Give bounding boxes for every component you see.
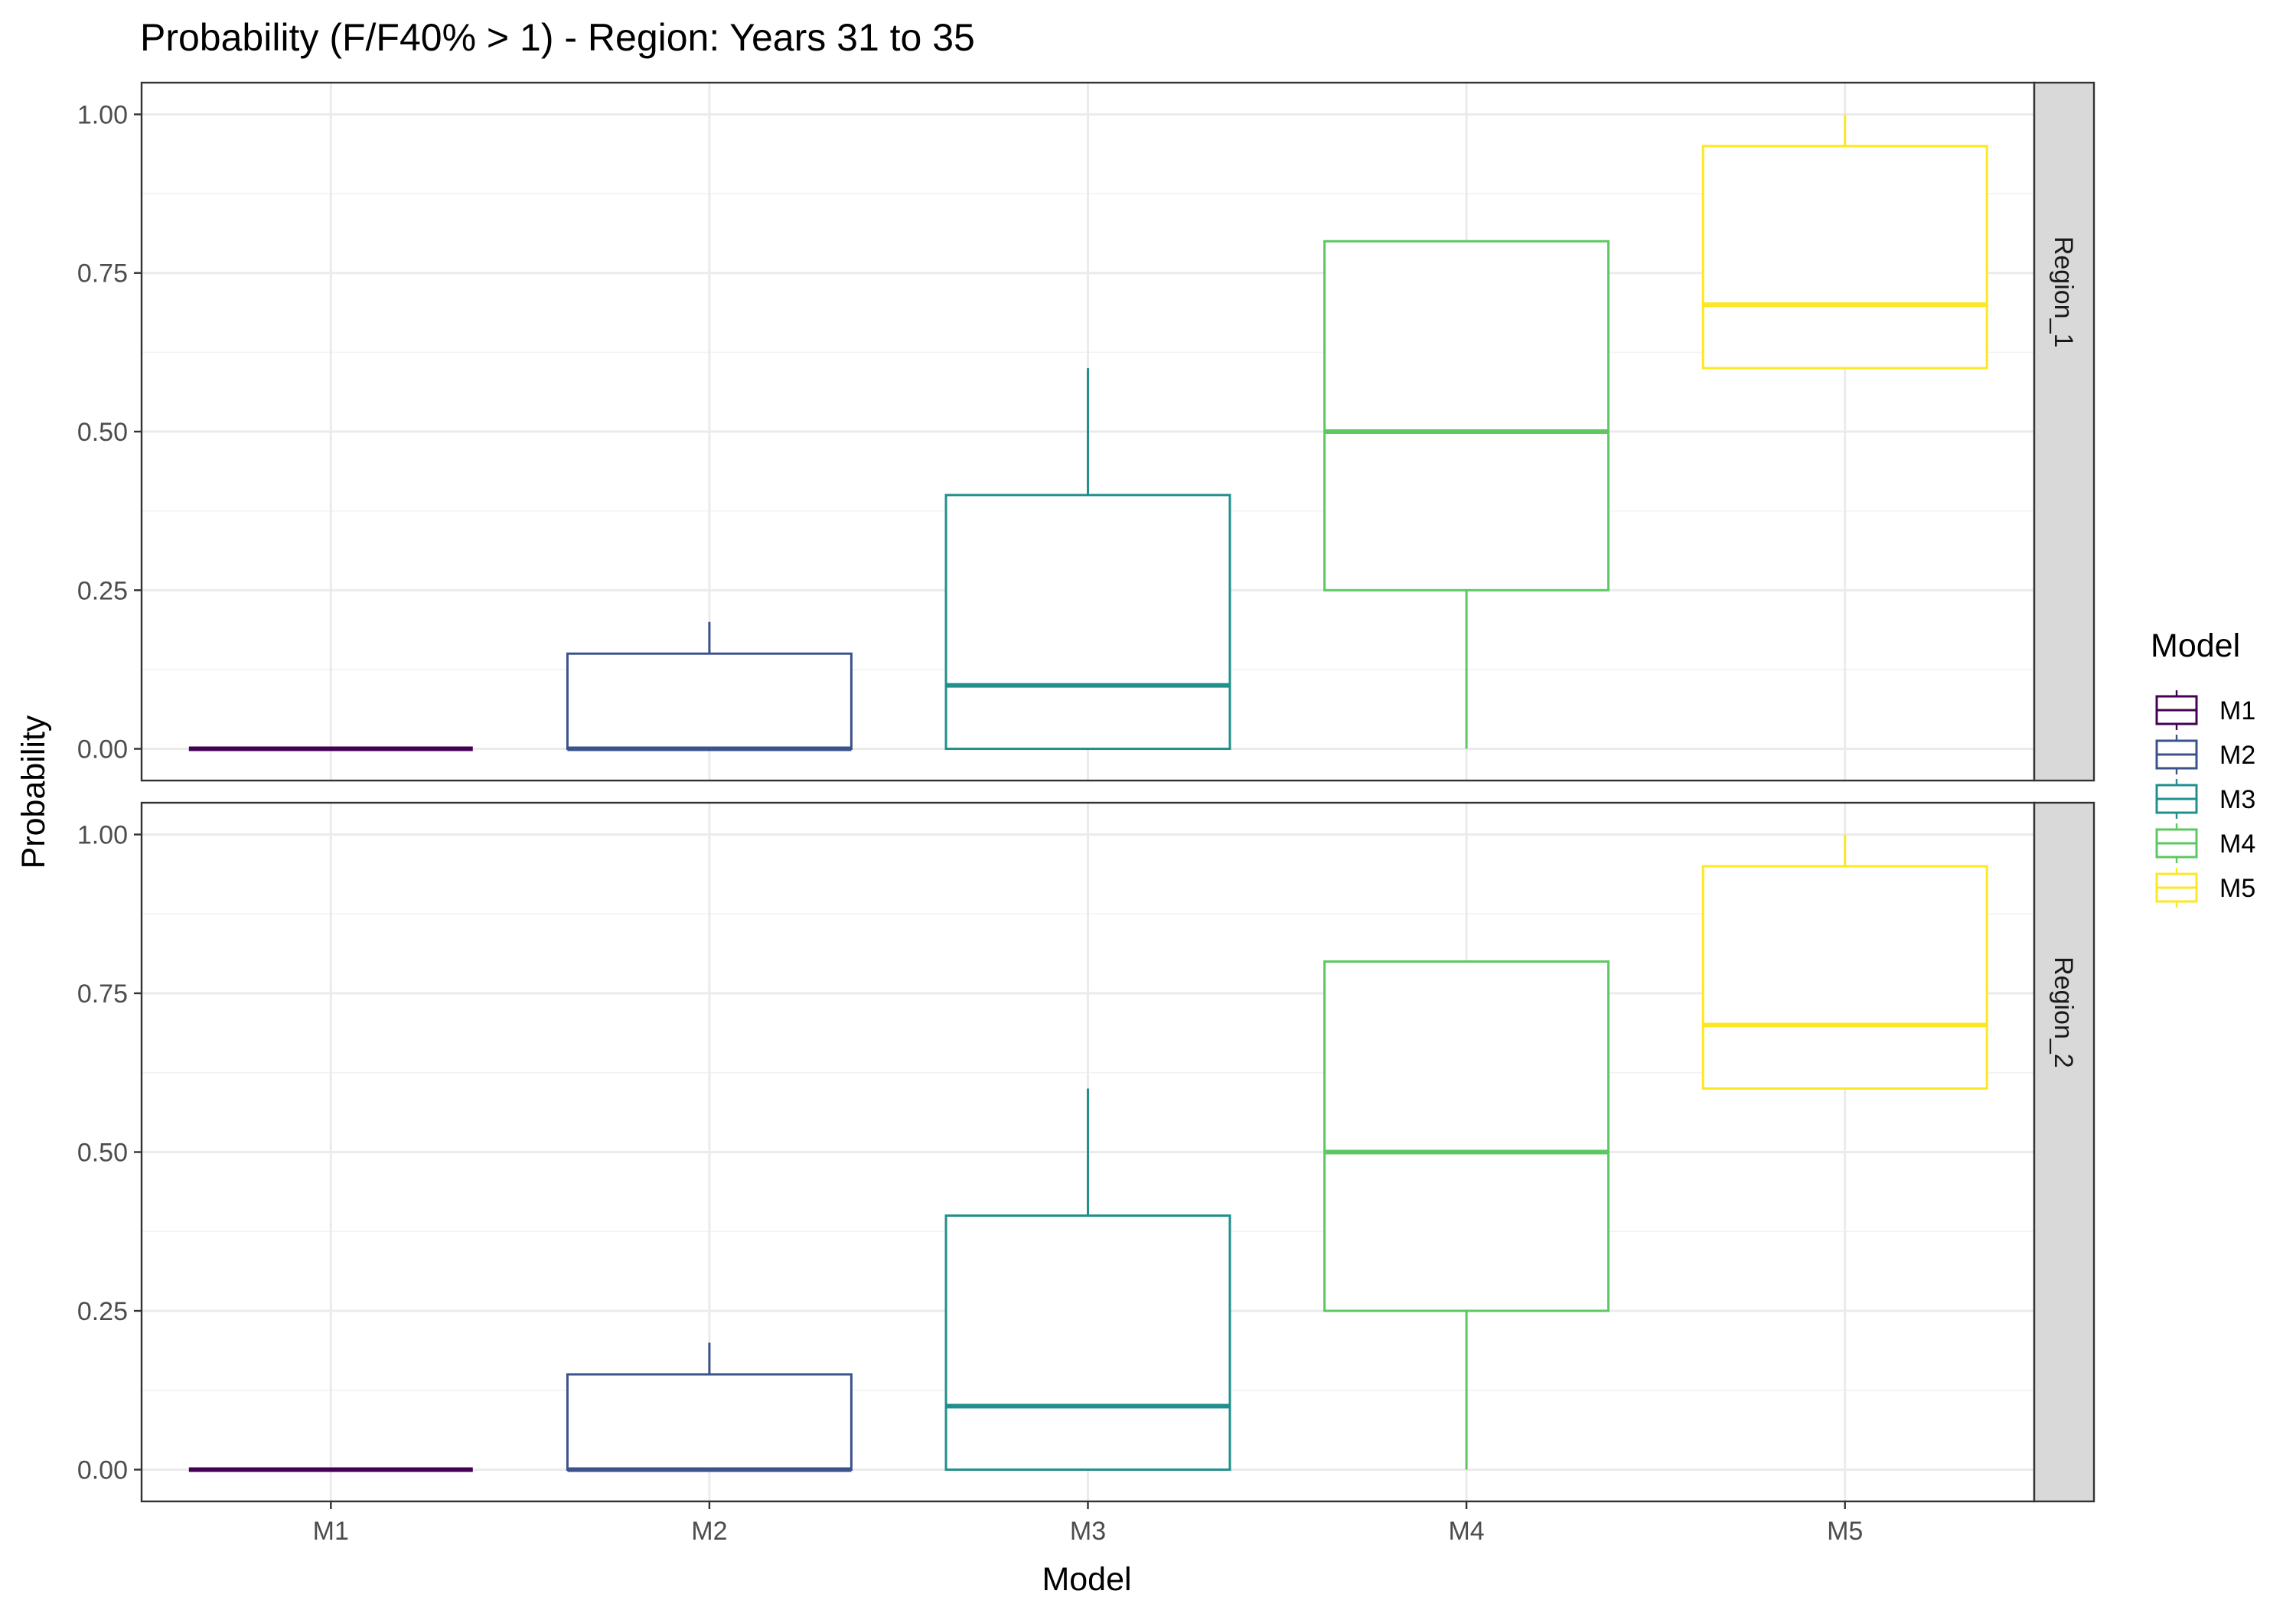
y-tick-label: 0.50 [77,1139,128,1168]
box-m2 [566,1342,853,1472]
y-tick-label: 1.00 [77,821,128,850]
legend: Model M1 M2 M3 M4 M5 [2151,627,2255,908]
y-tick-label: 0.25 [77,1297,128,1326]
legend-label: M2 [2219,741,2255,770]
box-body [1701,145,1988,370]
box-body [566,652,853,751]
box-m5 [1701,114,1988,370]
box-body [944,494,1231,751]
box-body [944,1214,1231,1471]
legend-entry-m3: M3 [2155,779,2255,819]
box-body [566,1373,853,1471]
box-body [1323,240,1610,592]
y-tick-label: 0.75 [77,259,128,288]
y-tick-label: 0.00 [77,1456,128,1485]
legend-entry-m5: M5 [2155,868,2255,908]
legend-label: M1 [2219,696,2255,725]
y-tick-label: 0.75 [77,980,128,1009]
facet-strip [2033,81,2095,782]
x-tick-label: M4 [1448,1517,1484,1546]
box-m3 [944,368,1231,751]
facet-panel-region-1: 0.00 0.25 0.50 0.75 1.00 Region_1 [77,81,2095,782]
legend-entry-m4: M4 [2155,823,2255,863]
x-axis: M1 M2 M3 M4 M5 [313,1501,1863,1546]
x-axis-title: Model [1042,1561,1131,1598]
box-m4 [1323,960,1610,1470]
legend-entry-m2: M2 [2155,735,2255,774]
y-tick-label: 0.50 [77,418,128,447]
y-tick-label: 0.00 [77,735,128,764]
legend-title: Model [2151,627,2240,664]
chart-title: Probability (F/F40% > 1) - Region: Years… [140,16,975,59]
x-tick-label: M3 [1070,1517,1106,1546]
facet-panels: 0.00 0.25 0.50 0.75 1.00 Region_1 0.00 0.25 0.50… [77,81,2095,1503]
y-axis-title: Probability [15,715,52,869]
box-m4 [1323,240,1610,749]
facet-strip-label: Region_2 [2049,957,2078,1068]
box-m5 [1701,834,1988,1090]
box-body [1323,960,1610,1312]
x-tick-label: M2 [691,1517,727,1546]
facet-panel-region-2: 0.00 0.25 0.50 0.75 1.00 Region_2 [77,801,2095,1503]
box-body [1701,865,1988,1090]
legend-label: M4 [2219,830,2255,859]
y-tick-label: 0.25 [77,576,128,605]
box-m2 [566,621,853,751]
box-m3 [944,1088,1231,1471]
x-tick-label: M5 [1827,1517,1863,1546]
legend-label: M5 [2219,874,2255,903]
facet-strip [2033,801,2095,1503]
y-tick-label: 1.00 [77,100,128,129]
legend-label: M3 [2219,785,2255,814]
legend-entry-m1: M1 [2155,690,2255,730]
x-tick-label: M1 [313,1517,349,1546]
facet-strip-label: Region_1 [2049,236,2078,348]
